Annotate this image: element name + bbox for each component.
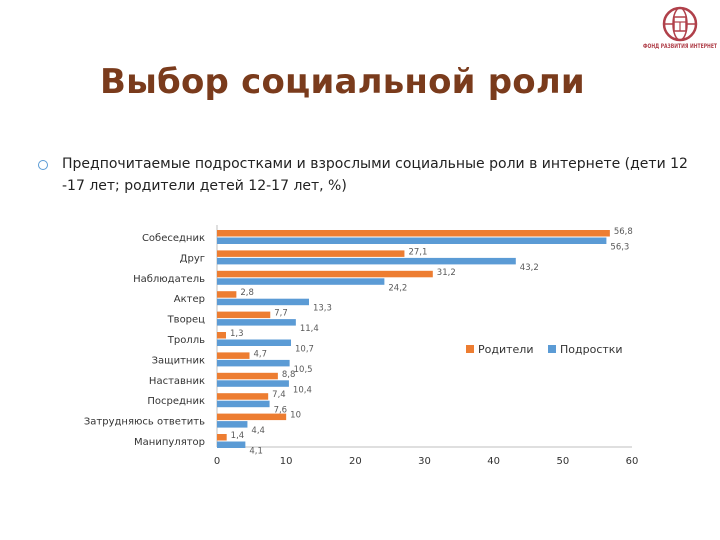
bar-teens: [217, 339, 292, 346]
bar-teens: [217, 237, 607, 244]
data-label: 1,3: [230, 329, 244, 339]
data-label: 56,8: [614, 227, 633, 237]
bullet-marker: [38, 160, 48, 170]
bar-teens: [217, 421, 248, 428]
legend-label: Подростки: [560, 343, 623, 356]
category-label: Наблюдатель: [133, 274, 205, 285]
data-label: 27,1: [408, 247, 427, 257]
bar-teens: [217, 257, 516, 265]
legend-label: Родители: [478, 343, 533, 356]
data-label: 2,8: [240, 288, 254, 298]
data-label: 10,7: [295, 345, 314, 355]
data-label: 10,4: [293, 385, 312, 395]
fund-logo: ФОНД РАЗВИТИЯ ИНТЕРНЕТ: [643, 6, 718, 50]
category-label: Актер: [174, 294, 205, 305]
bar-teens: [217, 359, 290, 367]
data-label: 10: [290, 411, 301, 421]
bar-parents: [217, 270, 433, 278]
bar-parents: [217, 413, 287, 421]
data-label: 7,4: [272, 390, 286, 400]
category-label: Собеседник: [142, 233, 205, 244]
bar-teens: [217, 298, 309, 306]
data-label: 43,2: [520, 263, 539, 273]
bar-parents: [217, 291, 237, 298]
x-tick-label: 40: [487, 456, 500, 467]
logo-text: ФОНД РАЗВИТИЯ ИНТЕРНЕТ: [643, 43, 718, 50]
data-label: 1,4: [231, 431, 245, 441]
slide-title: Выбор социальной роли: [100, 62, 585, 102]
x-tick-label: 0: [214, 456, 220, 467]
bar-teens: [217, 319, 296, 326]
data-label: 4,4: [251, 426, 265, 436]
bar-parents: [217, 230, 610, 237]
bar-parents: [217, 434, 227, 441]
data-label: 31,2: [437, 268, 456, 278]
bar-parents: [217, 250, 405, 257]
category-label: Затрудняюсь ответить: [84, 417, 205, 428]
data-label: 13,3: [313, 304, 332, 314]
category-label: Творец: [167, 315, 206, 326]
x-tick-label: 50: [556, 456, 569, 467]
data-label: 7,7: [274, 309, 288, 319]
x-tick-label: 30: [418, 456, 431, 467]
bar-teens: [217, 278, 385, 285]
data-label: 24,2: [388, 283, 407, 293]
category-label: Друг: [180, 253, 205, 264]
data-label: 4,1: [249, 447, 263, 457]
bar-teens: [217, 380, 289, 387]
bar-parents: [217, 352, 250, 359]
category-label: Манипулятор: [134, 437, 205, 448]
category-label: Тролль: [167, 335, 205, 346]
data-label: 8,8: [282, 370, 296, 380]
bar-teens: [217, 400, 270, 408]
bar-parents: [217, 393, 269, 400]
data-label: 7,6: [274, 406, 288, 416]
x-tick-label: 60: [626, 456, 639, 467]
category-label: Защитник: [152, 355, 205, 366]
bar-parents: [217, 311, 271, 319]
bar-parents: [217, 332, 226, 339]
legend-swatch: [548, 345, 556, 353]
data-label: 56,3: [610, 243, 629, 253]
data-label: 4,7: [254, 349, 268, 359]
category-label: Посредник: [147, 396, 205, 407]
data-label: 11,4: [300, 324, 319, 334]
legend-swatch: [466, 345, 474, 353]
chart-subtitle: Предпочитаемые подростками и взрослыми с…: [62, 156, 688, 194]
bar-parents: [217, 372, 278, 380]
data-label: 10,5: [294, 365, 313, 375]
x-tick-label: 20: [349, 456, 362, 467]
category-label: Наставник: [149, 376, 205, 387]
x-tick-label: 10: [280, 456, 293, 467]
bar-teens: [217, 441, 246, 448]
